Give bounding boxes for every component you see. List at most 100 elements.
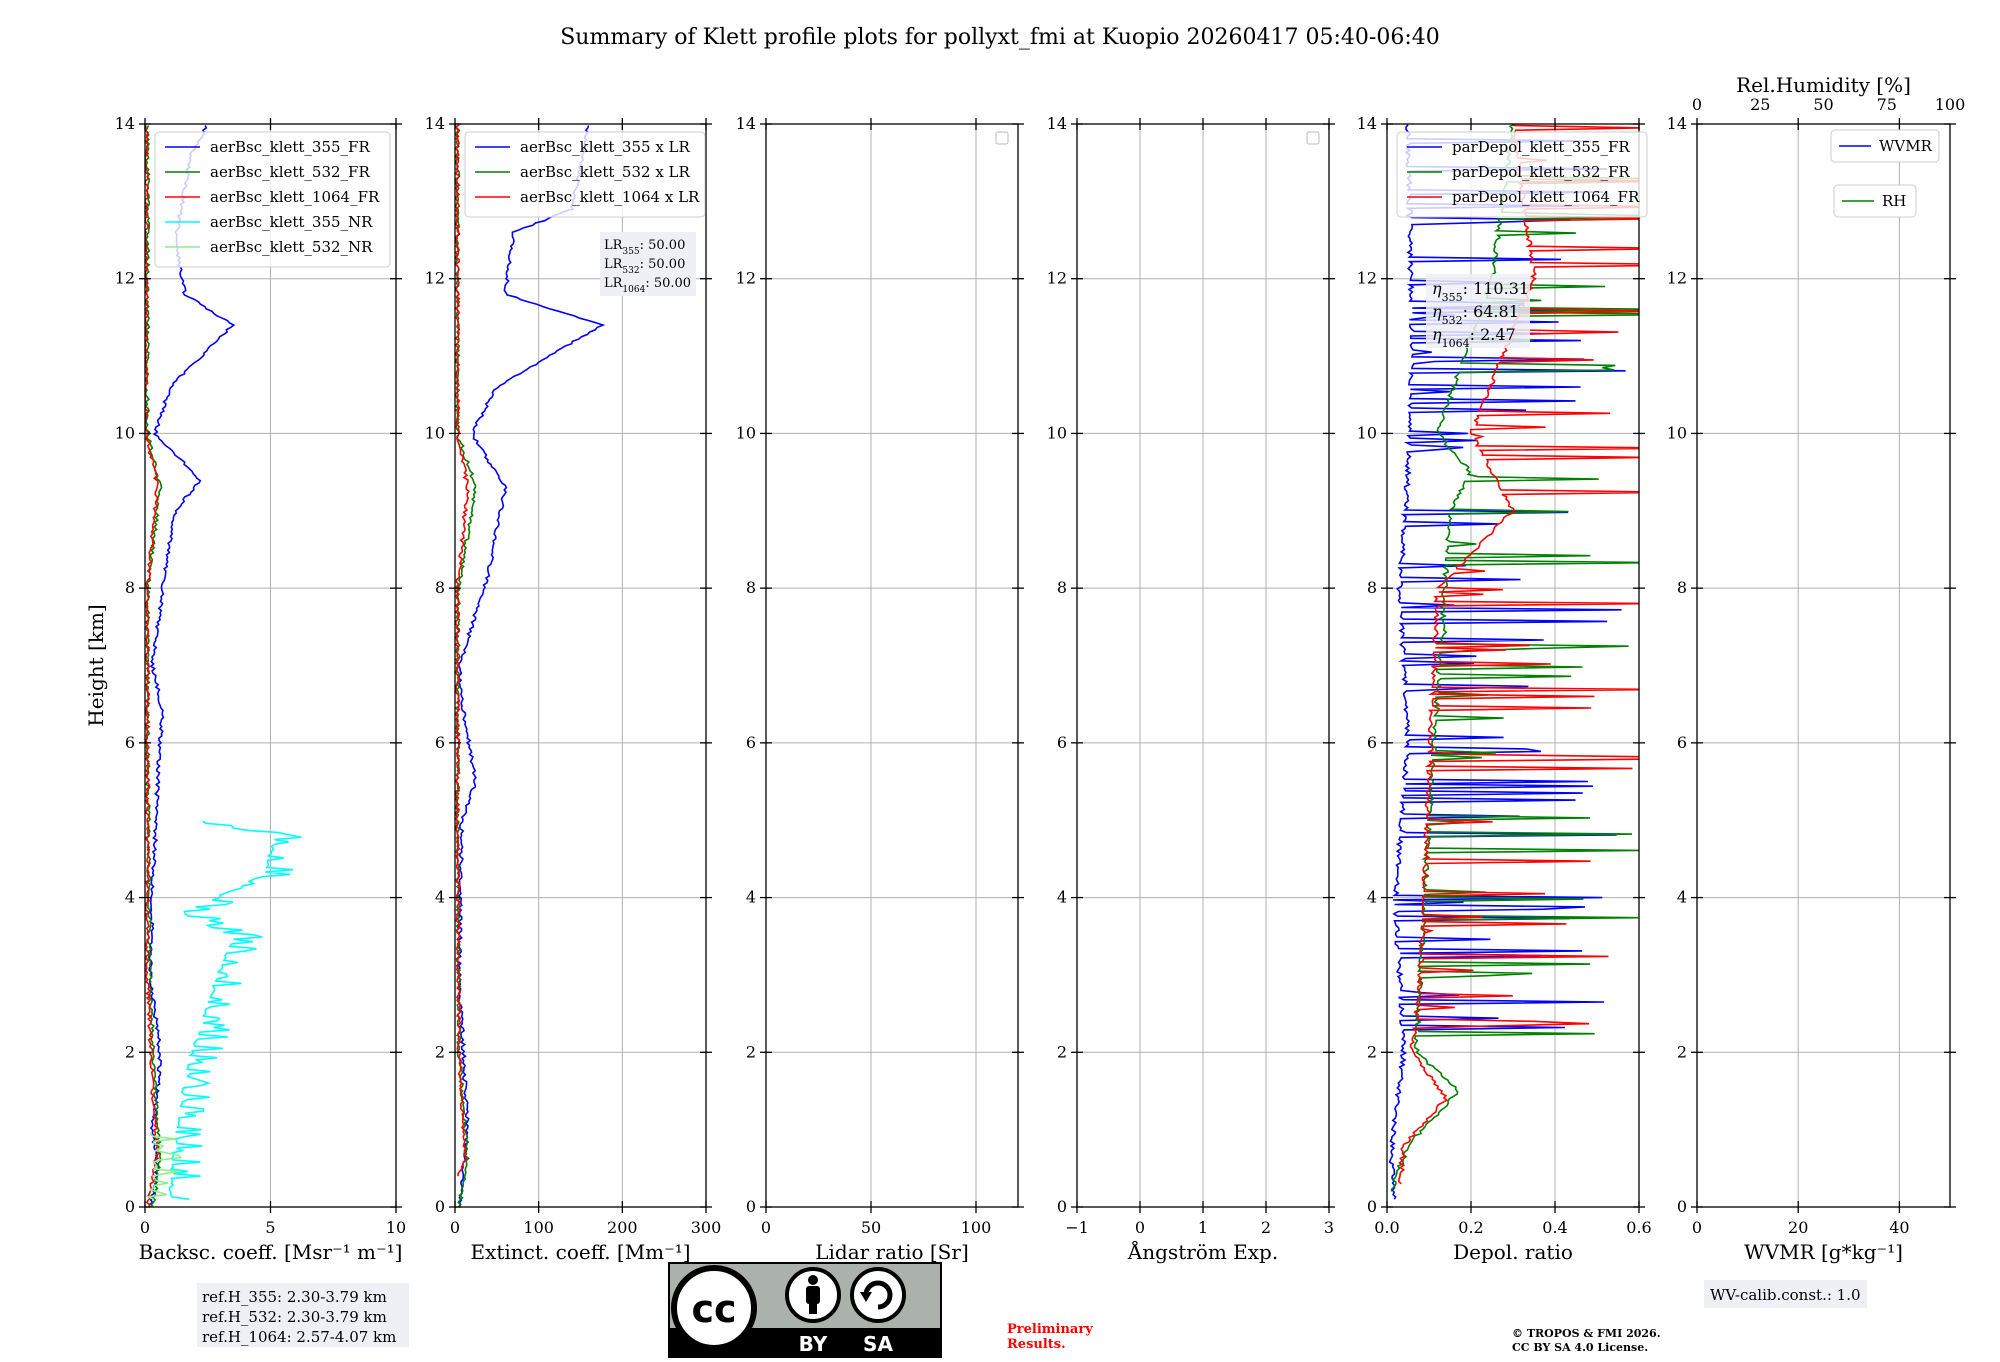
annotation-box: ref.H_355: 2.30-3.79 km ref.H_532: 2.30-3… [197, 1283, 409, 1347]
legend: aerBsc_klett_355_FR aerBsc_klett_532_FRae… [154, 131, 391, 268]
x-tick-label: 10 [386, 1218, 406, 1237]
y-tick-label: 0 [1677, 1197, 1687, 1216]
legend-label: WVMR [1879, 137, 1933, 155]
y-tick-label: 10 [736, 423, 756, 442]
y-tick-label: 12 [1047, 269, 1067, 288]
eta-label: η1064: 2.47 [1432, 325, 1516, 350]
copyright-line2: CC BY SA 4.0 License. [1512, 1341, 1648, 1354]
y-tick-label: 4 [1057, 888, 1067, 907]
legend-label: aerBsc_klett_1064 x LR [520, 188, 700, 206]
y-tick-label: 12 [425, 269, 445, 288]
y-tick-label: 4 [1367, 888, 1377, 907]
panel-wv: 0 2 4 6 8 10 12 14 0 20 40 WVMR [g*kg⁻¹] 0 25 50 75 100 R… [1667, 73, 1966, 1308]
y-tick-label: 4 [1677, 888, 1687, 907]
x-tick-label: 0 [1692, 1218, 1702, 1237]
x-axis-label: Ångström Exp. [1127, 1239, 1278, 1264]
y-tick-label: 4 [746, 888, 756, 907]
x-axis-label: Depol. ratio [1453, 1240, 1573, 1264]
y-tick-label: 10 [1047, 423, 1067, 442]
copyright-line1: © TROPOS & FMI 2026. [1512, 1327, 1661, 1340]
y-tick-label: 6 [746, 733, 756, 752]
series-line-aerBsc_klett_1064_FR [145, 125, 160, 1207]
lidar-ratio-label: LR1064: 50.00 [604, 276, 691, 295]
x-axis-label: WVMR [g*kg⁻¹] [1744, 1240, 1903, 1264]
y-tick-label: 14 [115, 114, 135, 133]
annotation-bg [600, 232, 696, 296]
series-group [145, 125, 302, 1207]
y-tick-label: 6 [435, 733, 445, 752]
x-tick-label: 0 [1135, 1218, 1145, 1237]
y-tick-label: 6 [1057, 733, 1067, 752]
attribution-person-icon [785, 1267, 841, 1323]
y-tick-label: 0 [435, 1197, 445, 1216]
cc-by-sa-badge: cc BY SA [668, 1262, 942, 1358]
annotation-box: WV-calib.const.: 1.0 [1704, 1280, 1867, 1308]
empty-legend-box [995, 131, 1009, 145]
series-line-aerBsc_klett_355_FR [148, 125, 236, 1207]
y-tick-label: 8 [125, 578, 135, 597]
eta-label: η532: 64.81 [1432, 302, 1519, 327]
legend-label: parDepol_klett_355_FR [1452, 138, 1630, 156]
panel-lr: 0 2 4 6 8 10 12 14 0 50 100 Lidar ratio [Sr] [736, 114, 1024, 1264]
x2-tick-label: 100 [1935, 95, 1966, 114]
y-tick-label: 8 [1367, 578, 1377, 597]
x2-tick-label: 50 [1813, 95, 1833, 114]
cc-sa-label: SA [863, 1332, 893, 1356]
y-tick-label: 0 [1367, 1197, 1377, 1216]
x-axis-label: Lidar ratio [Sr] [815, 1240, 969, 1264]
series-line-aerBsc_klett_532_NR [145, 1131, 183, 1201]
x-tick-label: 20 [1788, 1218, 1808, 1237]
y-tick-label: 12 [1667, 269, 1687, 288]
x-tick-label: 0 [761, 1218, 771, 1237]
legend-rh: RH [1833, 184, 1917, 218]
y-tick-label: 0 [746, 1197, 756, 1216]
x2-axis-label: Rel.Humidity [%] [1736, 73, 1911, 97]
x2-tick-label: 75 [1877, 95, 1897, 114]
y-tick-label: 0 [1057, 1197, 1067, 1216]
y-tick-label: 4 [435, 888, 445, 907]
legend: parDepol_klett_355_FR parDepol_klett_532_… [1396, 131, 1648, 218]
figure-title: Summary of Klett profile plots for polly… [560, 25, 1440, 50]
y-tick-label: 14 [1667, 114, 1687, 133]
y-axis-label: Height [km] [84, 604, 108, 726]
ref-height-label: ref.H_532: 2.30-3.79 km [202, 1308, 387, 1326]
y-tick-label: 10 [115, 423, 135, 442]
y-tick-label: 8 [1057, 578, 1067, 597]
y-tick-label: 6 [1677, 733, 1687, 752]
y-tick-label: 2 [1367, 1042, 1377, 1061]
y-tick-label: 12 [115, 269, 135, 288]
series-line-aerBsc_klett_355_NR [168, 820, 302, 1201]
svg-text:cc: cc [691, 1287, 736, 1331]
y-tick-label: 12 [1357, 269, 1377, 288]
legend-label: aerBsc_klett_355_NR [210, 213, 373, 231]
legend-box [464, 131, 706, 218]
x2-tick-label: 25 [1750, 95, 1770, 114]
y-tick-label: 14 [1047, 114, 1067, 133]
x-tick-label: 0 [140, 1218, 150, 1237]
legend-label: parDepol_klett_532_FR [1452, 163, 1630, 181]
panel-depol: 0 2 4 6 8 10 12 14 0.0 0.2 0.4 0.6 Depol. ratio parDe… [1357, 114, 1652, 1264]
plot-frame [1696, 123, 1951, 1208]
legend-box [1396, 131, 1648, 218]
lidar-ratio-label: LR532: 50.00 [604, 257, 685, 276]
legend-label: parDepol_klett_1064_FR [1452, 188, 1640, 206]
x-tick-label: 100 [523, 1218, 554, 1237]
y-tick-label: 2 [746, 1042, 756, 1061]
y-tick-label: 14 [736, 114, 756, 133]
legend-label: aerBsc_klett_1064_FR [210, 188, 380, 206]
y-tick-label: 14 [1357, 114, 1377, 133]
x-tick-label: 1 [1198, 1218, 1208, 1237]
y-tick-label: 14 [425, 114, 445, 133]
annotation-bg [1704, 1280, 1867, 1308]
x-tick-label: 0.6 [1626, 1218, 1651, 1237]
x-tick-label: 200 [607, 1218, 638, 1237]
cc-icon: cc [671, 1265, 757, 1351]
annotation-bg [1426, 274, 1530, 348]
x-tick-label: 0.2 [1458, 1218, 1483, 1237]
y-tick-label: 8 [435, 578, 445, 597]
legend-box [1833, 184, 1917, 218]
